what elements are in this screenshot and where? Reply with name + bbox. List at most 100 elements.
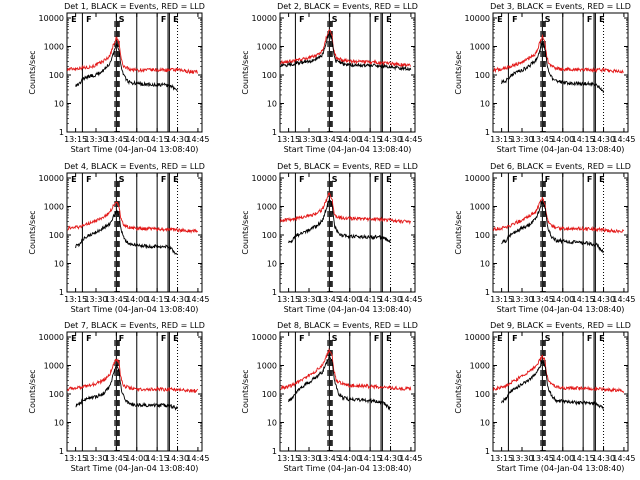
x-tick-label: 13:15 <box>490 295 513 304</box>
x-tick-label: 14:15 <box>359 454 382 463</box>
x-tick-label: 14:00 <box>338 135 361 144</box>
detector-panel: Det 7, BLACK = Events, RED = LLD 1 10 100 10… <box>28 321 209 473</box>
lld-series-line <box>493 354 625 394</box>
panel-title: Det 2, BLACK = Events, RED = LLD <box>277 2 418 11</box>
band-label: E <box>71 175 76 184</box>
band-label: E <box>599 334 604 343</box>
x-axis-label: Start Time (04-Jan-04 13:08:40) <box>497 464 625 473</box>
lld-series-line <box>280 29 411 68</box>
lld-series-line <box>493 33 624 74</box>
x-tick-label: 13:30 <box>510 135 533 144</box>
plot-frame <box>279 172 416 293</box>
y-tick-label: 100 <box>262 231 277 240</box>
panel-title: Det 6, BLACK = Events, RED = LLD <box>490 162 631 171</box>
x-tick-label: 14:00 <box>551 295 574 304</box>
band-label: E <box>71 334 76 343</box>
y-axis-label: Counts/sec <box>454 369 463 413</box>
x-tick-label: 13:30 <box>84 454 107 463</box>
x-tick-label: 14:45 <box>612 295 635 304</box>
detector-panel: Det 8, BLACK = Events, RED = LLD 1 10 100 10… <box>241 321 422 473</box>
y-tick-label: 1 <box>59 128 64 137</box>
x-tick-label: 14:30 <box>592 135 615 144</box>
y-tick-label: 10000 <box>252 14 277 23</box>
x-tick-label: 14:00 <box>125 454 148 463</box>
y-axis-label: Counts/sec <box>241 369 250 413</box>
y-tick-label: 100 <box>475 71 490 80</box>
plot-frame <box>66 12 203 133</box>
band-label: F <box>587 334 592 343</box>
y-tick-label: 1 <box>59 447 64 456</box>
x-tick-label: 14:45 <box>186 295 209 304</box>
x-tick-label: 13:45 <box>531 295 554 304</box>
band-label: F <box>86 15 91 24</box>
y-tick-label: 100 <box>49 231 64 240</box>
x-tick-label: 14:00 <box>125 295 148 304</box>
x-tick-label: 13:15 <box>277 454 300 463</box>
y-tick-label: 1000 <box>470 362 490 371</box>
y-tick-label: 10 <box>54 100 64 109</box>
x-tick-label: 14:30 <box>166 135 189 144</box>
x-tick-label: 14:15 <box>572 295 595 304</box>
band-label: F <box>374 334 379 343</box>
x-tick-label: 13:15 <box>64 295 87 304</box>
y-tick-label: 1 <box>272 128 277 137</box>
y-tick-label: 100 <box>475 231 490 240</box>
events-series-line <box>288 353 391 411</box>
band-label: F <box>374 175 379 184</box>
y-tick-label: 1000 <box>44 43 64 52</box>
plot-frame <box>66 331 203 452</box>
detector-panel: Det 5, BLACK = Events, RED = LLD 1 10 100 10… <box>241 162 422 314</box>
band-label: E <box>497 334 502 343</box>
detector-panel: Det 9, BLACK = Events, RED = LLD 1 10 100 10… <box>454 321 635 473</box>
x-tick-label: 14:15 <box>572 135 595 144</box>
y-tick-label: 1 <box>59 288 64 297</box>
x-tick-label: 14:15 <box>146 135 169 144</box>
detector-panel: Det 3, BLACK = Events, RED = LLD 1 10 100 10… <box>454 2 635 154</box>
x-tick-label: 14:30 <box>592 295 615 304</box>
y-tick-label: 10000 <box>465 174 490 183</box>
lld-series-line <box>493 196 625 234</box>
band-label: F <box>512 334 517 343</box>
x-tick-label: 13:45 <box>318 295 341 304</box>
band-label: F <box>587 175 592 184</box>
events-series-line <box>501 359 604 411</box>
band-label: F <box>161 175 166 184</box>
events-series-line <box>75 43 178 92</box>
y-tick-label: 10000 <box>252 174 277 183</box>
lld-series-line <box>67 201 199 234</box>
x-tick-label: 14:45 <box>612 454 635 463</box>
events-series-line <box>75 209 178 255</box>
x-tick-label: 14:00 <box>551 454 574 463</box>
y-tick-label: 10000 <box>39 14 64 23</box>
x-tick-label: 14:45 <box>399 295 422 304</box>
x-tick-label: 14:45 <box>399 454 422 463</box>
panel-title: Det 7, BLACK = Events, RED = LLD <box>64 321 205 330</box>
y-tick-label: 10000 <box>39 174 64 183</box>
band-label: F <box>161 334 166 343</box>
band-label: E <box>497 15 502 24</box>
panel-title: Det 9, BLACK = Events, RED = LLD <box>490 321 631 330</box>
x-tick-label: 13:15 <box>277 295 300 304</box>
y-axis-label: Counts/sec <box>28 210 37 254</box>
x-tick-label: 14:15 <box>359 135 382 144</box>
band-label: F <box>161 15 166 24</box>
x-axis-label: Start Time (04-Jan-04 13:08:40) <box>284 464 412 473</box>
plot-frame <box>66 172 203 293</box>
y-tick-label: 1000 <box>257 43 277 52</box>
x-tick-label: 13:45 <box>105 295 128 304</box>
events-series-line <box>280 30 412 72</box>
x-tick-label: 13:15 <box>64 135 87 144</box>
x-tick-label: 14:00 <box>125 135 148 144</box>
x-tick-label: 14:30 <box>166 454 189 463</box>
band-label: S <box>332 15 338 24</box>
y-tick-label: 10 <box>480 100 490 109</box>
x-tick-label: 13:15 <box>490 454 513 463</box>
x-tick-label: 13:30 <box>297 454 320 463</box>
y-tick-label: 1 <box>272 288 277 297</box>
y-tick-label: 1 <box>485 288 490 297</box>
band-label: F <box>86 175 91 184</box>
y-tick-label: 10 <box>54 419 64 428</box>
x-tick-label: 13:45 <box>105 135 128 144</box>
x-axis-label: Start Time (04-Jan-04 13:08:40) <box>284 305 412 314</box>
panel-title: Det 3, BLACK = Events, RED = LLD <box>490 2 631 11</box>
